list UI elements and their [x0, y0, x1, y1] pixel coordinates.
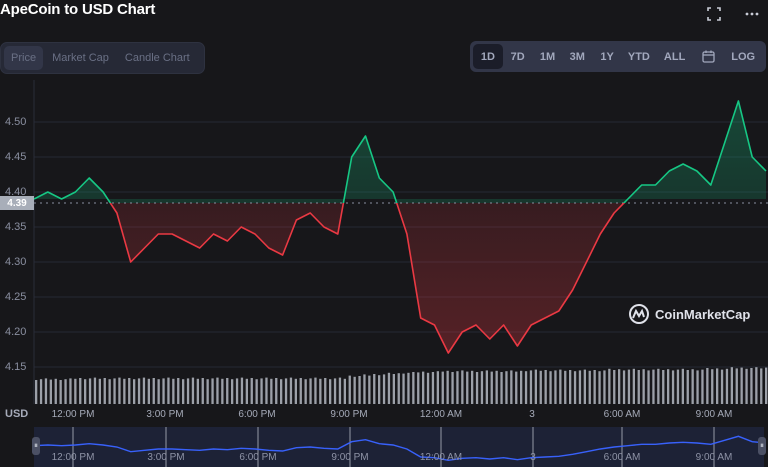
grid-lines — [34, 121, 768, 368]
navigator-label: 12:00 AM — [419, 452, 463, 463]
calendar-icon — [702, 50, 715, 63]
fullscreen-icon[interactable] — [706, 6, 722, 22]
y-tick: 4.15 — [5, 361, 27, 373]
tab-price[interactable]: Price — [4, 46, 44, 70]
x-tick: 6:00 AM — [603, 409, 641, 420]
x-tick: 9:00 AM — [695, 409, 733, 420]
range-1d[interactable]: 1D — [473, 44, 503, 69]
coinmarketcap-watermark: CoinMarketCap — [628, 303, 750, 325]
range-7d[interactable]: 7D — [510, 50, 525, 63]
more-horizontal-icon[interactable] — [744, 6, 760, 22]
y-tick: 4.40 — [5, 186, 27, 198]
y-tick: 4.20 — [5, 326, 27, 338]
navigator-right-handle[interactable]: ⏸ — [758, 437, 766, 455]
price-line — [109, 203, 626, 354]
navigator-label: 9:00 AM — [695, 452, 733, 463]
y-tick: 4.50 — [5, 116, 27, 128]
tab-candle-chart[interactable]: Candle Chart — [124, 52, 190, 64]
x-tick: 3 — [529, 409, 535, 420]
x-tick: 9:00 PM — [330, 409, 368, 420]
chart-type-tabs: Price Market Cap Candle Chart — [0, 42, 205, 74]
x-tick: 12:00 AM — [419, 409, 463, 420]
tab-market-cap[interactable]: Market Cap — [52, 52, 109, 64]
current-price-label: 4.39 — [0, 196, 34, 210]
x-tick: 12:00 PM — [51, 409, 95, 420]
x-tick: 3:00 PM — [146, 409, 184, 420]
navigator-label: 3:00 PM — [147, 452, 185, 463]
y-tick: 4.30 — [5, 256, 27, 268]
watermark-text: CoinMarketCap — [655, 306, 751, 322]
price-chart[interactable] — [0, 80, 768, 410]
range-3m[interactable]: 3M — [569, 50, 585, 63]
navigator-label: 12:00 PM — [51, 452, 95, 463]
navigator-left-handle[interactable]: ⏸ — [32, 437, 40, 455]
time-range-selector: 1D 7D 1M 3M 1Y YTD ALL LOG — [470, 41, 766, 72]
log-toggle[interactable]: LOG — [731, 50, 756, 63]
navigator-label: 6:00 AM — [603, 452, 641, 463]
range-all[interactable]: ALL — [663, 50, 686, 63]
price-line — [34, 100, 767, 203]
navigator-chart — [34, 427, 764, 467]
page-title: ApeCoin to USD Chart — [0, 1, 156, 18]
volume-bars — [35, 367, 768, 404]
x-tick: 6:00 PM — [238, 409, 276, 420]
range-1m[interactable]: 1M — [539, 50, 556, 63]
navigator-label: 9:00 PM — [331, 452, 369, 463]
y-tick: 4.45 — [5, 151, 27, 163]
range-ytd[interactable]: YTD — [627, 50, 650, 63]
currency-label: USD — [5, 408, 29, 420]
calendar-button[interactable] — [693, 44, 723, 69]
y-tick: 4.25 — [5, 291, 27, 303]
y-tick: 4.35 — [5, 221, 27, 233]
navigator-label: 3 — [530, 452, 536, 463]
header-actions — [706, 6, 760, 22]
navigator-label: 6:00 PM — [239, 452, 277, 463]
range-1y[interactable]: 1Y — [600, 50, 614, 63]
coinmarketcap-logo-icon — [629, 304, 649, 324]
